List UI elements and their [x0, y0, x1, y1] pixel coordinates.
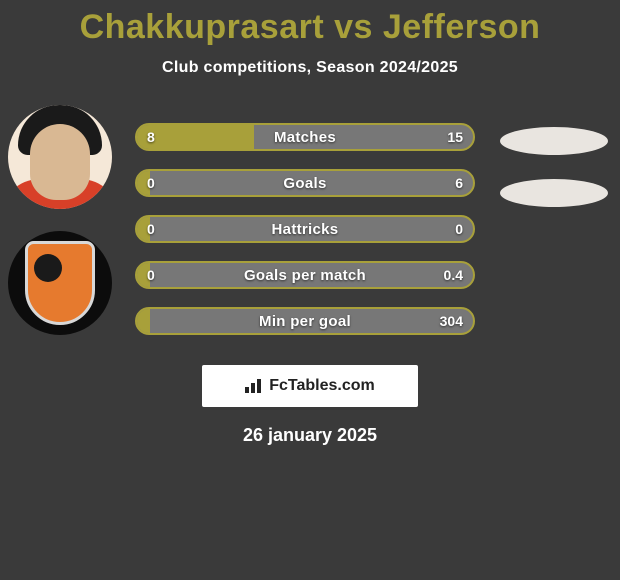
stat-right-value: 304 — [440, 309, 463, 333]
stat-right-value: 15 — [447, 125, 463, 149]
stat-label: Min per goal — [137, 309, 473, 333]
bar-chart-icon — [245, 379, 263, 393]
player-avatar — [8, 105, 112, 209]
crest-shape — [25, 241, 95, 325]
subtitle: Club competitions, Season 2024/2025 — [162, 59, 458, 77]
stat-row-mpg: Min per goal 304 — [135, 307, 475, 335]
stat-row-hattricks: 0 Hattricks 0 — [135, 215, 475, 243]
stat-row-goals: 0 Goals 6 — [135, 169, 475, 197]
right-ellipse-1 — [500, 127, 608, 155]
comparison-card: Chakkuprasart vs Jefferson Club competit… — [0, 0, 620, 580]
stat-bars: 8 Matches 15 0 Goals 6 0 Hattricks 0 0 G… — [135, 123, 475, 335]
stat-right-value: 0 — [455, 217, 463, 241]
stat-label: Hattricks — [137, 217, 473, 241]
stat-right-value: 6 — [455, 171, 463, 195]
right-ellipse-2 — [500, 179, 608, 207]
page-title: Chakkuprasart vs Jefferson — [80, 8, 541, 47]
stat-right-value: 0.4 — [444, 263, 463, 287]
club-crest-avatar — [8, 231, 112, 335]
stats-area: 8 Matches 15 0 Goals 6 0 Hattricks 0 0 G… — [0, 105, 620, 355]
source-logo-text: FcTables.com — [269, 377, 375, 395]
report-date: 26 january 2025 — [243, 425, 377, 446]
stat-label: Goals — [137, 171, 473, 195]
stat-label: Goals per match — [137, 263, 473, 287]
stat-row-matches: 8 Matches 15 — [135, 123, 475, 151]
stat-label: Matches — [137, 125, 473, 149]
stat-row-gpm: 0 Goals per match 0.4 — [135, 261, 475, 289]
source-logo[interactable]: FcTables.com — [202, 365, 418, 407]
face-shape — [30, 124, 90, 200]
